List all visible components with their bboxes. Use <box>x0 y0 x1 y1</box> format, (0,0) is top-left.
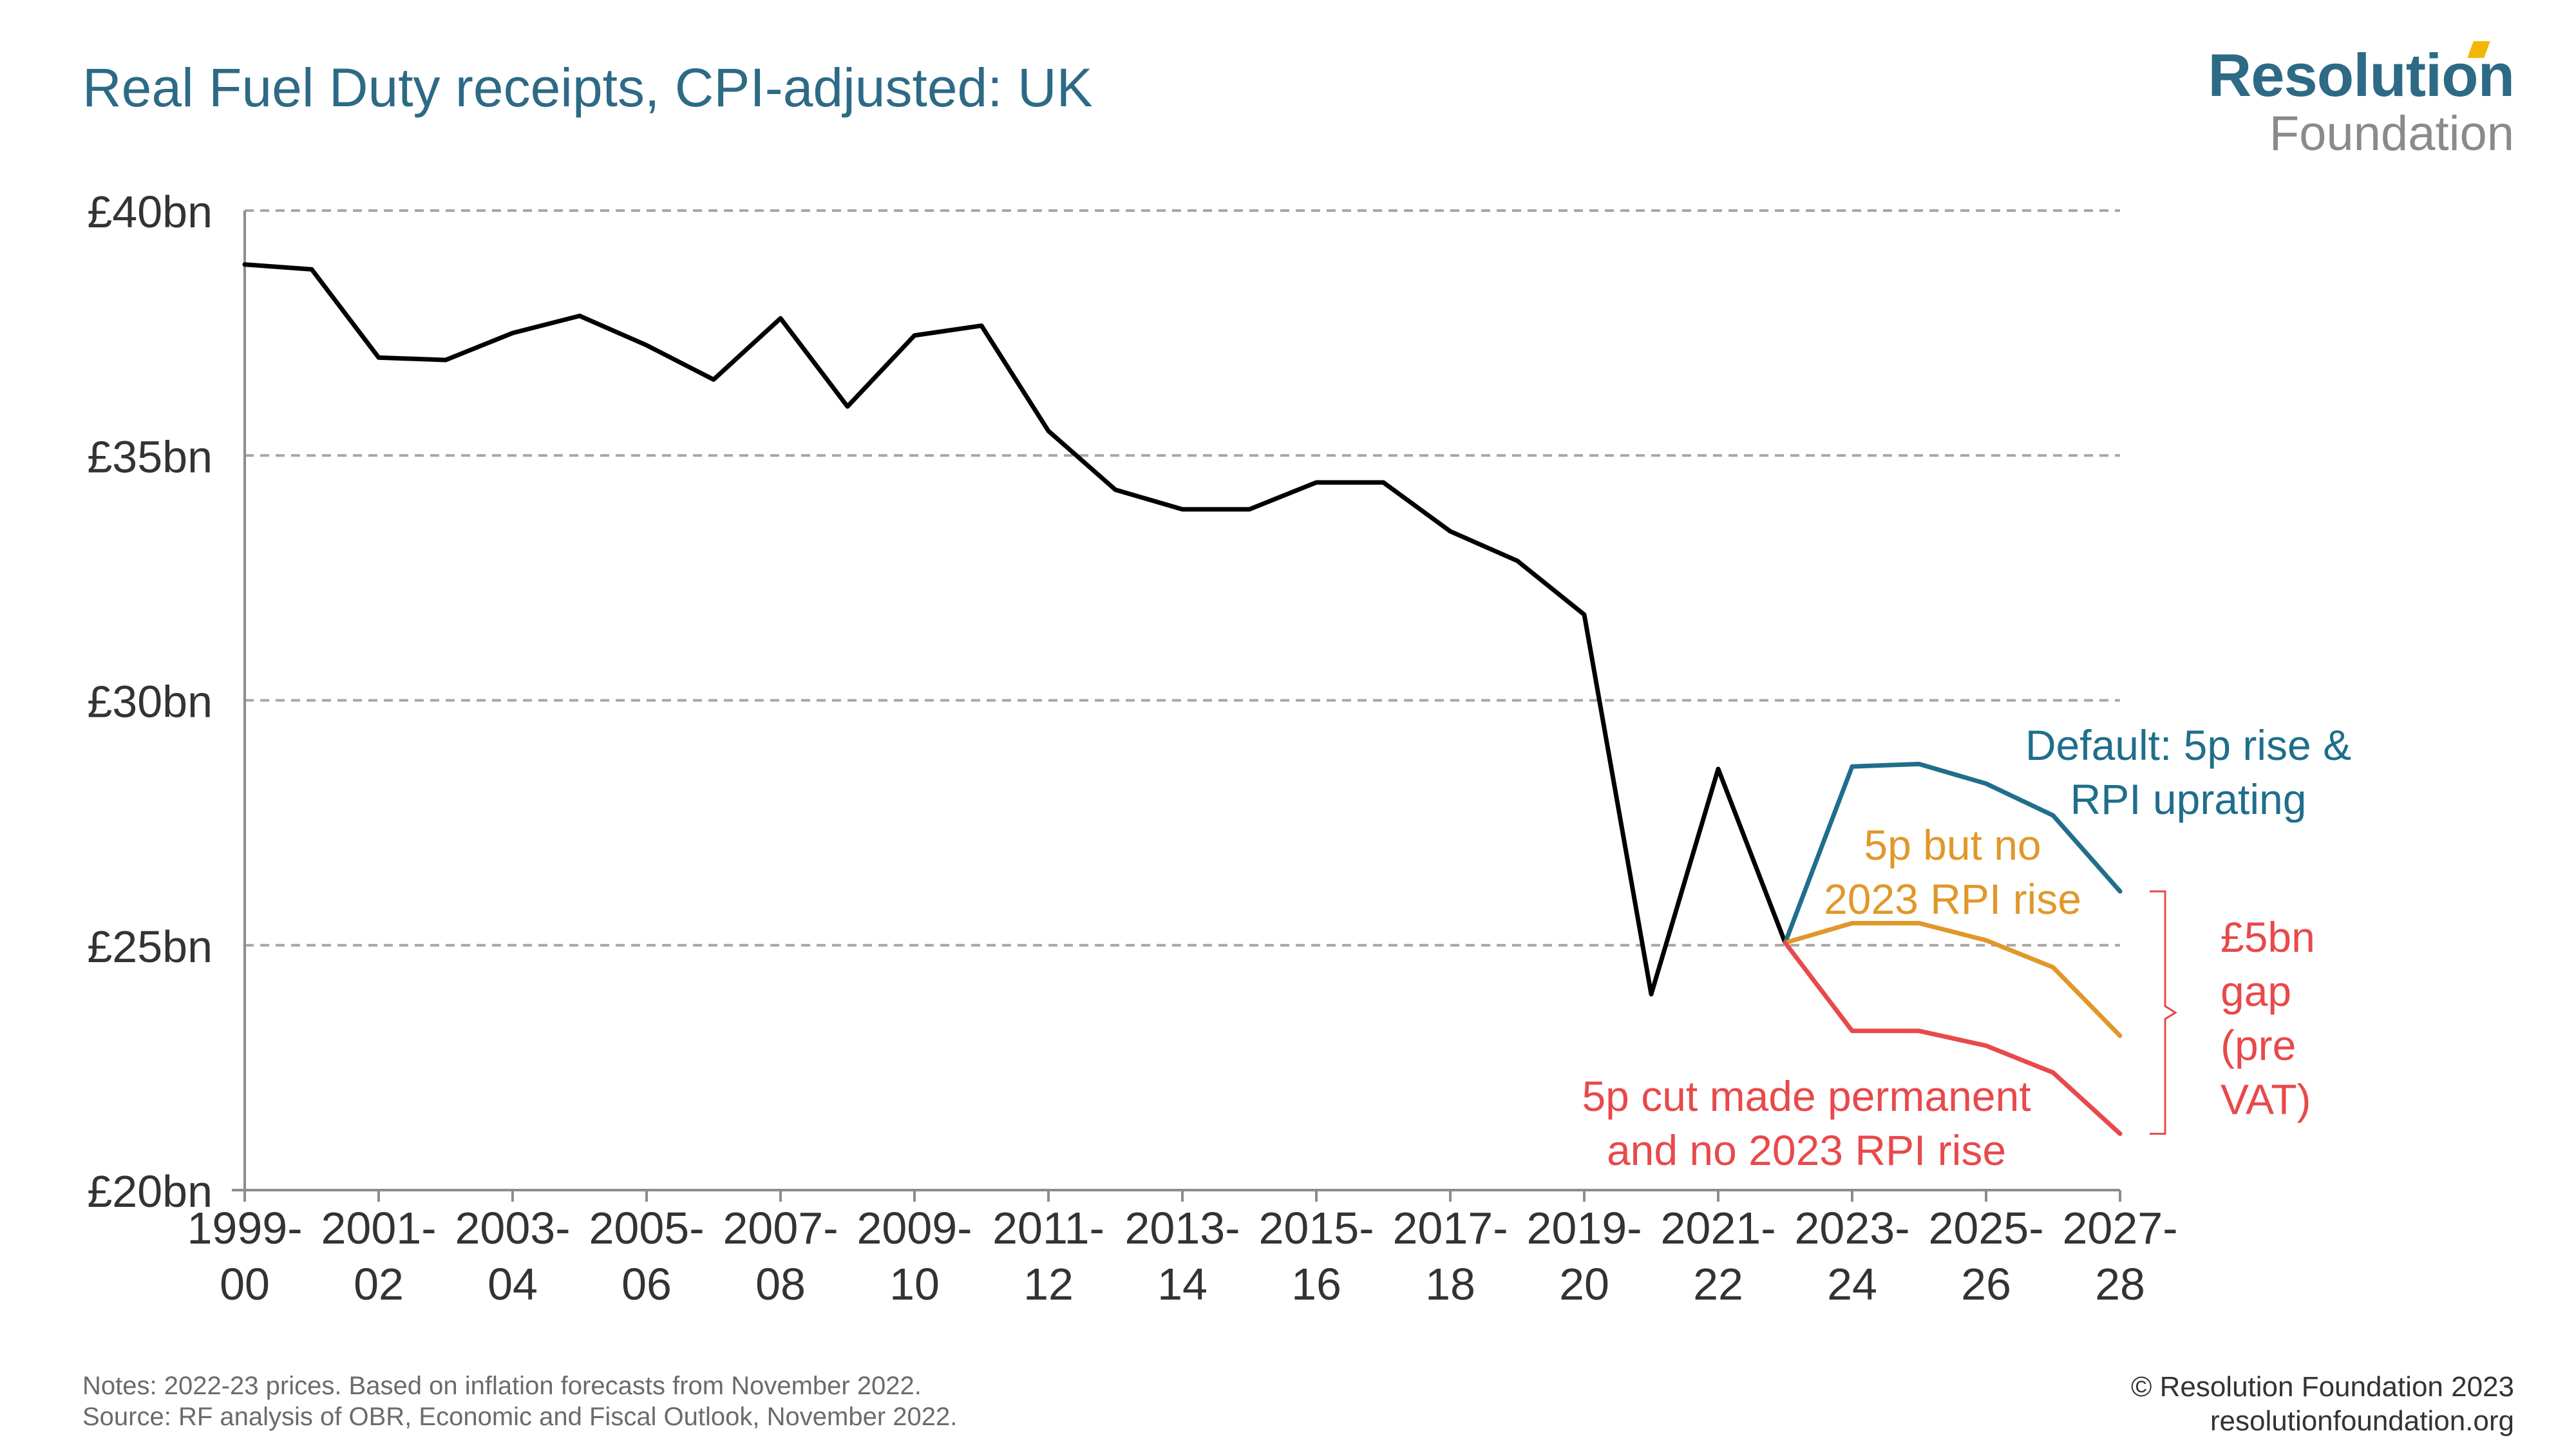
x-tick-label: 22 <box>1693 1259 1743 1309</box>
logo-text-bottom: Foundation <box>2269 106 2514 161</box>
series-line-cut_permanent <box>1783 940 2123 1136</box>
x-tick-label: 2027- <box>2062 1203 2177 1253</box>
x-tick-label: 04 <box>488 1259 538 1309</box>
x-tick-label: 2013- <box>1124 1203 1240 1253</box>
series-label-cut_permanent: and no 2023 RPI rise <box>1607 1126 2006 1174</box>
x-tick-label: 2001- <box>321 1203 436 1253</box>
x-tick-label: 00 <box>220 1259 270 1309</box>
x-tick-label: 2009- <box>857 1203 972 1253</box>
x-tick-label: 12 <box>1023 1259 1074 1309</box>
x-tick-label: 2021- <box>1660 1203 1776 1253</box>
chart-title: Real Fuel Duty receipts, CPI-adjusted: U… <box>82 57 1093 118</box>
x-tick-label: 24 <box>1827 1259 1877 1309</box>
x-tick-label: 02 <box>354 1259 404 1309</box>
series-label-default: RPI uprating <box>2070 775 2307 823</box>
gap-label: (pre <box>2221 1021 2296 1069</box>
series-line-no_rpi <box>1783 921 2123 1038</box>
website-text: resolutionfoundation.org <box>2210 1405 2514 1437</box>
series-line-historic <box>242 262 1788 997</box>
x-tick-label: 18 <box>1425 1259 1475 1309</box>
y-tick-label: £25bn <box>87 922 213 972</box>
x-tick-label: 2005- <box>589 1203 704 1253</box>
series-label-no_rpi: 2023 RPI rise <box>1824 875 2081 923</box>
x-tick-label: 2003- <box>455 1203 570 1253</box>
x-tick-label: 26 <box>1961 1259 2011 1309</box>
series-label-default: Default: 5p rise & <box>2025 721 2351 769</box>
gap-label: £5bn <box>2221 913 2315 961</box>
series-lines <box>242 262 2123 1136</box>
copyright-block: © Resolution Foundation 2023 resolutionf… <box>2131 1370 2514 1439</box>
y-tick-label: £30bn <box>87 677 213 727</box>
copyright-text: © Resolution Foundation 2023 <box>2130 1371 2514 1403</box>
notes-text: Notes: 2022-23 prices. Based on inflatio… <box>82 1372 922 1400</box>
y-tick-label: £35bn <box>87 431 213 482</box>
x-tick-label: 2023- <box>1794 1203 1909 1253</box>
gridlines <box>245 209 2120 947</box>
x-tick-label: 28 <box>2095 1259 2145 1309</box>
x-tick-label: 06 <box>621 1259 672 1309</box>
y-tick-label: £40bn <box>87 187 213 237</box>
x-tick-label: 20 <box>1559 1259 1609 1309</box>
x-tick-label: 1999- <box>187 1203 302 1253</box>
series-label-cut_permanent: 5p cut made permanent <box>1582 1072 2031 1120</box>
x-tick-label: 2007- <box>723 1203 838 1253</box>
x-tick-label: 10 <box>889 1259 940 1309</box>
x-tick-label: 16 <box>1291 1259 1341 1309</box>
gap-brace <box>2150 890 2177 1135</box>
x-tick-label: 08 <box>755 1259 806 1309</box>
x-tick-label: 14 <box>1157 1259 1208 1309</box>
x-tick-label: 2011- <box>992 1203 1104 1253</box>
x-tick-label: 2017- <box>1392 1203 1508 1253</box>
series-label-no_rpi: 5p but no <box>1864 821 2041 869</box>
footnotes: Notes: 2022-23 prices. Based on inflatio… <box>82 1370 957 1432</box>
series-labels: Default: 5p rise & RPI uprating 5p but no 2… <box>1582 721 2351 1174</box>
resolution-foundation-logo: Resolution Foundation <box>2208 41 2515 161</box>
gap-label: gap <box>2221 967 2291 1015</box>
axes: £20bn £25bn £30bn £35bn £40bn 1999- 00 2001- 02 2… <box>87 187 2177 1309</box>
x-tick-label: 2015- <box>1258 1203 1374 1253</box>
x-tick-label: 2019- <box>1526 1203 1642 1253</box>
source-text: Source: RF analysis of OBR, Economic and… <box>82 1403 958 1431</box>
y-tick-label: £20bn <box>87 1166 213 1217</box>
logo-text-top: Resolution <box>2208 41 2515 109</box>
series-line-default <box>1783 761 2123 945</box>
gap-label: VAT) <box>2221 1075 2311 1123</box>
x-tick-label: 2025- <box>1928 1203 2043 1253</box>
